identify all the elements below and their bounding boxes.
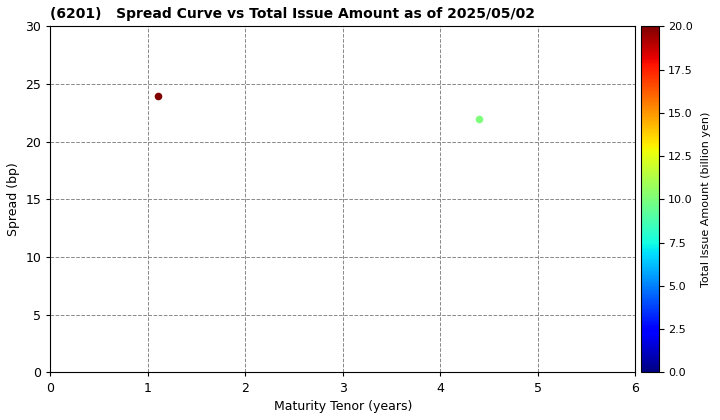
Y-axis label: Total Issue Amount (billion yen): Total Issue Amount (billion yen): [701, 112, 711, 287]
Text: (6201)   Spread Curve vs Total Issue Amount as of 2025/05/02: (6201) Spread Curve vs Total Issue Amoun…: [50, 7, 536, 21]
Point: [152, 92, 163, 99]
Point: [473, 115, 485, 122]
X-axis label: Maturity Tenor (years): Maturity Tenor (years): [274, 400, 412, 413]
Y-axis label: Spread (bp): Spread (bp): [7, 163, 20, 236]
